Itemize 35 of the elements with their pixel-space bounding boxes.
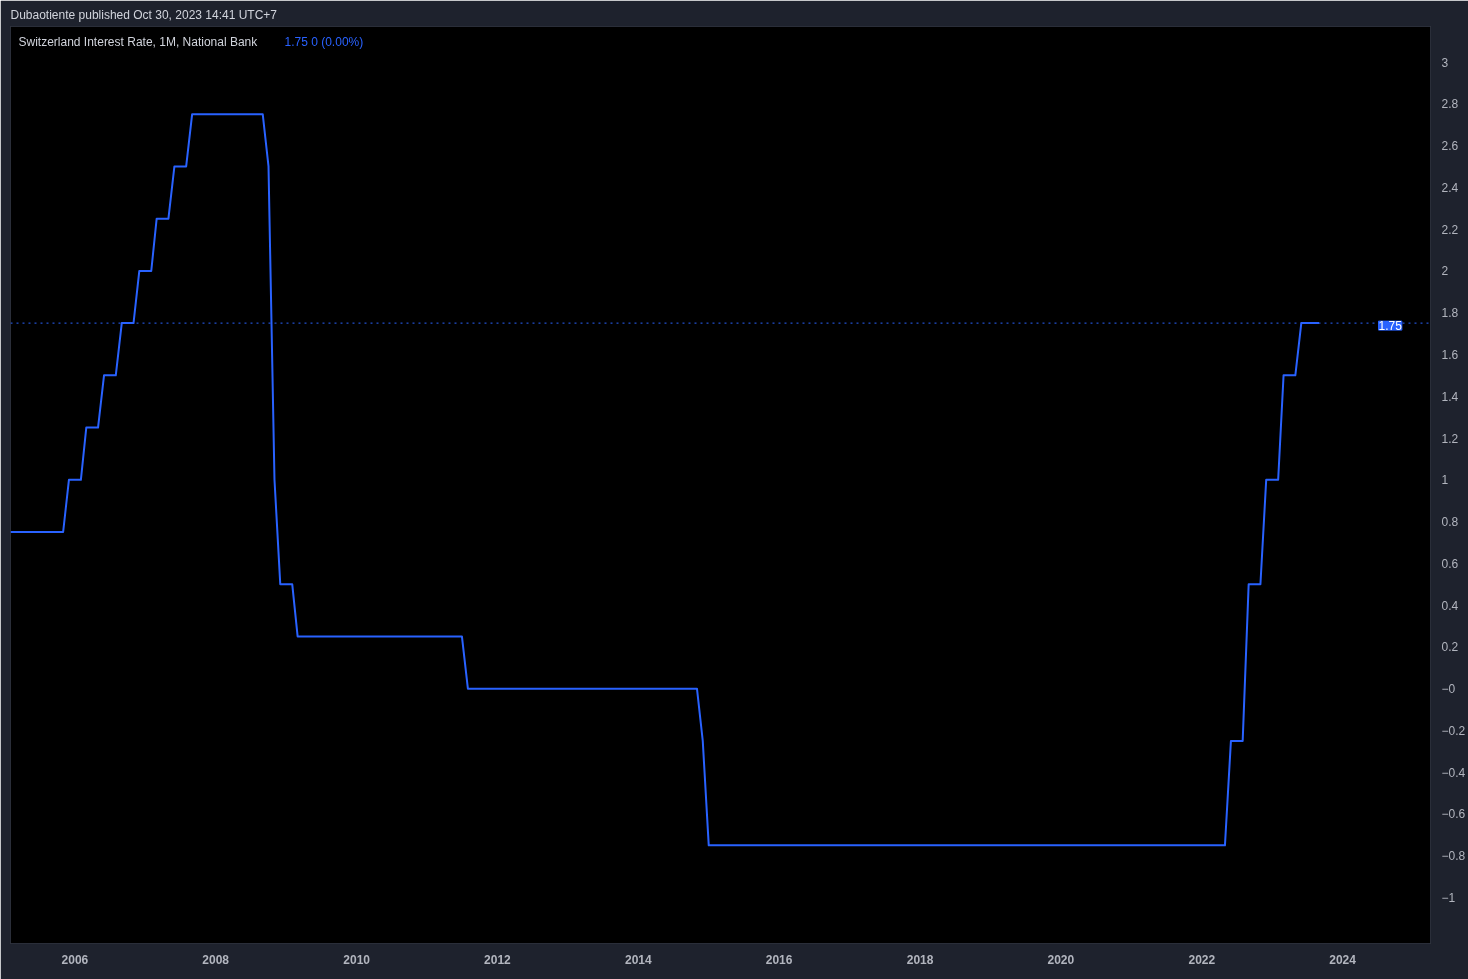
text: Switzerland Interest Rate, 1M, National Bank [18, 34, 259, 49]
y-tick-label: 2.4 [1441, 180, 1459, 195]
x-tick-label: 2008 [202, 952, 230, 967]
y-tick-label: 1.8 [1441, 306, 1459, 321]
text: 1.75 0 (0.00%) [284, 34, 364, 49]
x-tick-label: 2022 [1188, 952, 1216, 967]
y-tick-label: 2 [1441, 264, 1449, 279]
y-tick-label: 1.6 [1441, 347, 1459, 362]
ref-line-label: 1.75 [1378, 319, 1403, 334]
y-tick-label: −0 [1441, 682, 1456, 697]
x-tick-label: 2016 [765, 952, 793, 967]
y-tick-label: −0.2 [1441, 723, 1466, 738]
x-tick-label: 2010 [343, 952, 371, 967]
y-tick-label: 3 [1441, 55, 1449, 70]
x-tick-label: 2024 [1329, 952, 1357, 967]
y-tick-label: 1 [1441, 473, 1449, 488]
y-tick-label: −0.8 [1441, 849, 1466, 864]
y-tick-label: 1.4 [1441, 389, 1459, 404]
y-tick-label: 1.2 [1441, 431, 1459, 446]
y-tick-label: 2.2 [1441, 222, 1459, 237]
x-tick-label: 2020 [1047, 952, 1075, 967]
y-tick-label: 0.4 [1441, 598, 1459, 613]
y-tick-label: −0.4 [1441, 765, 1466, 780]
y-tick-label: −0.6 [1441, 807, 1466, 822]
y-tick-label: 0.8 [1441, 515, 1459, 530]
x-tick-label: 2012 [484, 952, 512, 967]
x-tick-label: 2018 [906, 952, 934, 967]
y-tick-label: 2.6 [1441, 139, 1459, 154]
y-tick-label: −1 [1441, 891, 1456, 906]
y-tick-label: 0.6 [1441, 556, 1459, 571]
y-tick-label: 2.8 [1441, 97, 1459, 112]
x-tick-label: 2006 [61, 952, 89, 967]
text: Dubaotiente published Oct 30, 2023 14:41 UTC+7 [10, 7, 278, 22]
y-tick-label: 0.2 [1441, 640, 1459, 655]
x-tick-label: 2014 [625, 952, 653, 967]
